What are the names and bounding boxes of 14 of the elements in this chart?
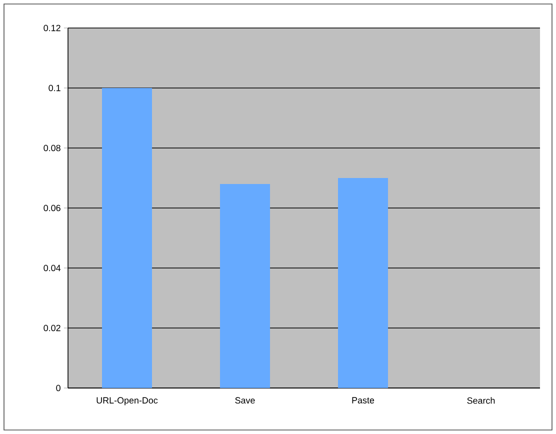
y-tick-label: 0.12 [44,24,60,32]
bar [102,88,152,388]
bar [338,178,388,388]
y-tick-label: 0.06 [44,204,60,212]
y-tick-label: 0.04 [44,264,61,272]
y-tick-label: 0.1 [48,84,60,92]
x-tick-label: Save [235,397,255,404]
x-tick-label: Search [467,397,495,404]
x-tick-label: URL-Open-Doc [96,397,158,406]
bar [220,184,270,388]
y-tick-label: 0 [56,384,60,392]
x-tick-label: Paste [352,397,374,404]
y-tick-label: 0.08 [44,144,60,152]
y-tick-label: 0.02 [44,324,60,332]
